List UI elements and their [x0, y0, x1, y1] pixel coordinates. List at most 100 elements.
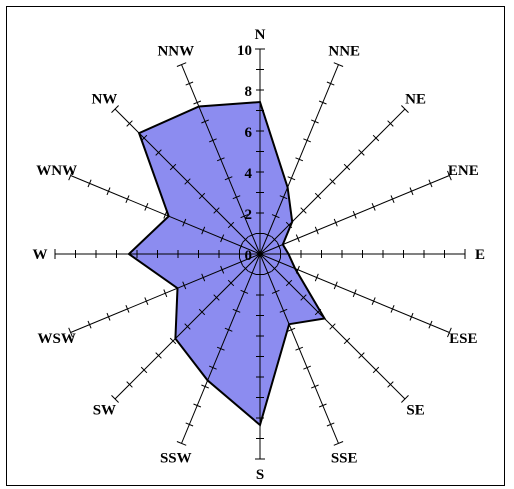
radial-tick-label: 10 — [237, 43, 252, 59]
axis-tick — [295, 346, 304, 351]
axis-tick — [193, 403, 202, 408]
axis-tick — [401, 105, 409, 113]
axis-tick — [125, 195, 130, 203]
axis-tick — [125, 305, 130, 313]
axis-tick — [126, 381, 133, 388]
axis-tick — [311, 119, 319, 124]
axis-tick — [106, 312, 111, 321]
axis-tick — [227, 221, 235, 229]
axis-tick — [198, 308, 206, 316]
axis-tick — [279, 308, 288, 313]
radial-tick-label: 4 — [245, 166, 253, 182]
direction-label-nnw: NNW — [157, 44, 194, 60]
axis-tick — [333, 62, 344, 67]
direction-label-wsw: WSW — [38, 331, 76, 347]
axis-tick — [390, 305, 395, 313]
axis-tick — [209, 365, 217, 370]
radial-tick-label: 8 — [245, 84, 253, 100]
axis-tick — [239, 242, 244, 251]
axis-tick — [295, 265, 300, 274]
axis-tick — [239, 257, 244, 266]
axis-tick — [106, 187, 111, 196]
axis-tick — [333, 441, 344, 446]
axis-tick — [314, 273, 319, 282]
axis-tick — [371, 297, 376, 305]
axis-tick — [176, 62, 187, 67]
axis-tick — [333, 218, 338, 227]
axis-tick — [213, 294, 220, 301]
axis-tick — [343, 163, 351, 171]
axis-tick — [169, 163, 177, 171]
axis-tick — [287, 176, 296, 181]
axis-tick — [126, 120, 133, 127]
axis-tick — [242, 265, 249, 272]
axis-tick — [279, 195, 288, 200]
axis-tick — [209, 138, 217, 143]
axis-tick — [140, 134, 148, 142]
axis-tick — [111, 395, 119, 403]
axis-tick — [285, 221, 293, 229]
axis-tick — [318, 100, 327, 105]
direction-label-n: N — [255, 27, 266, 43]
axis-tick — [201, 226, 206, 235]
axis-tick — [248, 270, 257, 275]
axis-tick — [155, 352, 162, 359]
axis-tick — [184, 323, 191, 330]
axis-tick — [240, 214, 249, 219]
axis-tick — [242, 236, 249, 243]
axis-tick — [287, 327, 296, 332]
axis-tick — [352, 289, 357, 298]
direction-label-s: S — [256, 467, 264, 483]
axis-tick — [401, 395, 409, 403]
axis-tick — [318, 403, 327, 408]
axis-tick — [248, 233, 257, 238]
axis-tick — [87, 320, 92, 329]
direction-label-nw: NW — [91, 91, 117, 107]
axis-tick — [213, 207, 220, 214]
axis-tick — [144, 297, 149, 305]
axis-tick — [358, 352, 365, 359]
radial-tick-label: 2 — [245, 207, 253, 223]
axis-tick — [303, 365, 311, 370]
axis-tick — [184, 178, 191, 185]
axis-tick — [185, 81, 194, 86]
direction-label-nne: NNE — [328, 44, 360, 60]
direction-label-ssw: SSW — [160, 450, 192, 466]
axis-tick — [163, 289, 168, 298]
axis-tick — [111, 105, 119, 113]
axis-tick — [201, 273, 206, 282]
axis-tick — [343, 337, 351, 345]
axis-tick — [182, 218, 187, 227]
axis-tick — [447, 170, 452, 181]
axis-tick — [300, 207, 307, 214]
direction-label-ese: ESE — [449, 331, 477, 347]
axis-tick — [276, 242, 281, 251]
axis-tick — [163, 210, 168, 219]
axis-tick — [68, 327, 73, 338]
axis-tick — [333, 281, 338, 290]
axis-tick — [182, 281, 187, 290]
direction-label-ne: NE — [405, 91, 426, 107]
axis-tick — [224, 327, 233, 332]
direction-label-ene: ENE — [448, 163, 479, 179]
axis-tick — [263, 270, 272, 275]
axis-tick — [295, 157, 304, 162]
wind-rose-area — [127, 100, 327, 427]
axis-tick — [311, 384, 319, 389]
direction-label-wnw: WNW — [36, 163, 77, 179]
axis-tick — [428, 320, 433, 329]
axis-tick — [329, 323, 336, 330]
axis-tick — [232, 308, 241, 313]
axis-tick — [227, 279, 235, 287]
axis-tick — [409, 312, 414, 321]
axis-tick — [372, 134, 380, 142]
axis-tick — [314, 308, 322, 316]
axis-tick — [326, 422, 335, 427]
axis-tick — [314, 226, 319, 235]
axis-tick — [447, 327, 452, 338]
axis-tick — [428, 179, 433, 188]
axis-tick — [271, 265, 278, 272]
axis-tick — [201, 384, 209, 389]
axis-tick — [303, 138, 311, 143]
